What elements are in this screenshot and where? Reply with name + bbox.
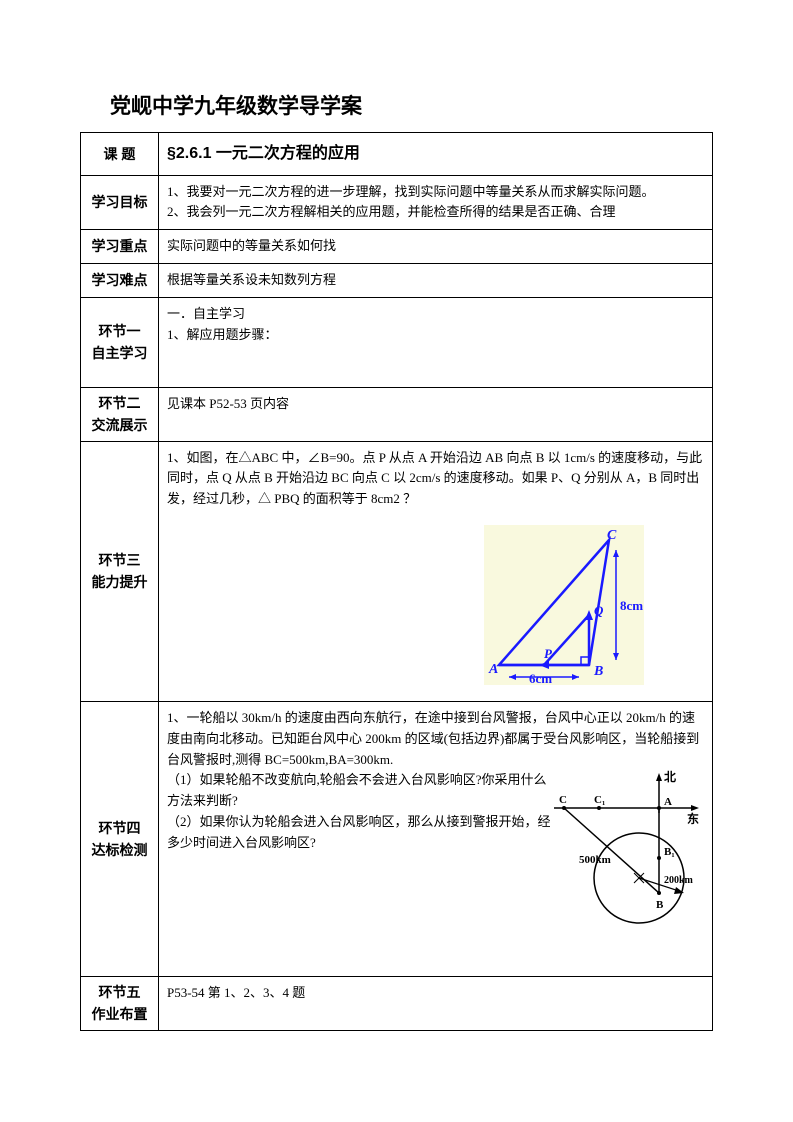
- topic-content: §2.6.1 一元二次方程的应用: [159, 133, 713, 176]
- section5-row: 环节五 作业布置 P53-54 第 1、2、3、4 题: [81, 976, 713, 1030]
- section4-line2: （1）如果轮船不改变航向,轮船会不会进入台风影响区?你采用什么方法来判断?: [167, 770, 557, 812]
- label-C2: C: [559, 794, 567, 806]
- keypoint-label: 学习重点: [81, 230, 159, 264]
- section3-label1: 环节三: [87, 549, 152, 571]
- difficulty-row: 学习难点 根据等量关系设未知数列方程: [81, 263, 713, 297]
- label-B2: B: [656, 899, 664, 911]
- section2-row: 环节二 交流展示 见课本 P52-53 页内容: [81, 387, 713, 441]
- objectives-row: 学习目标 1、我要对一元二次方程的进一步理解，找到实际问题中等量关系从而求解实际…: [81, 175, 713, 230]
- section4-label2: 达标检测: [87, 839, 152, 861]
- label-north: 北: [664, 769, 676, 784]
- section4-line1: 1、一轮船以 30km/h 的速度由西向东航行，在途中接到台风警报，台风中心正以…: [167, 708, 704, 770]
- section1-label1: 环节一: [87, 320, 152, 342]
- keypoint-row: 学习重点 实际问题中的等量关系如何找: [81, 230, 713, 264]
- section5-label1: 环节五: [87, 981, 152, 1003]
- triangle-diagram: A B C P Q 6cm 8cm: [484, 525, 644, 685]
- section5-label2: 作业布置: [87, 1003, 152, 1025]
- topic-label: 课 题: [81, 133, 159, 176]
- label-Q: Q: [594, 603, 604, 618]
- section3-label: 环节三 能力提升: [81, 441, 159, 701]
- objectives-label: 学习目标: [81, 175, 159, 230]
- section4-row: 环节四 达标检测 1、一轮船以 30km/h 的速度由西向东航行，在途中接到台风…: [81, 701, 713, 976]
- section4-content: 1、一轮船以 30km/h 的速度由西向东航行，在途中接到台风警报，台风中心正以…: [159, 701, 713, 976]
- compass-diagram: 北 东 A C C₁ B B₁: [544, 763, 704, 943]
- label-B: B: [593, 664, 603, 679]
- topic-row: 课 题 §2.6.1 一元二次方程的应用: [81, 133, 713, 176]
- difficulty-content: 根据等量关系设未知数列方程: [159, 263, 713, 297]
- label-200km: 200km: [664, 875, 694, 886]
- label-C: C: [607, 528, 617, 543]
- keypoint-content: 实际问题中的等量关系如何找: [159, 230, 713, 264]
- objectives-line2: 2、我会列一元二次方程解相关的应用题，并能检查所得的结果是否正确、合理: [167, 202, 704, 223]
- section2-label: 环节二 交流展示: [81, 387, 159, 441]
- difficulty-label: 学习难点: [81, 263, 159, 297]
- page-title: 党岘中学九年级数学导学案: [110, 90, 713, 120]
- section5-label: 环节五 作业布置: [81, 976, 159, 1030]
- section1-row: 环节一 自主学习 一．自主学习 1、解应用题步骤：: [81, 297, 713, 387]
- section1-label: 环节一 自主学习: [81, 297, 159, 387]
- section3-row: 环节三 能力提升 1、如图，在△ABC 中，∠B=90。点 P 从点 A 开始沿…: [81, 441, 713, 701]
- section1-line1: 一．自主学习: [167, 304, 704, 325]
- section4-line3: （2）如果你认为轮船会进入台风影响区，那么从接到警报开始，经多少时间进入台风影响…: [167, 812, 557, 854]
- section2-content: 见课本 P52-53 页内容: [159, 387, 713, 441]
- label-500km: 500km: [579, 854, 611, 866]
- section1-line2: 1、解应用题步骤：: [167, 325, 704, 346]
- label-A2: A: [664, 796, 672, 808]
- section3-text: 1、如图，在△ABC 中，∠B=90。点 P 从点 A 开始沿边 AB 向点 B…: [167, 448, 704, 510]
- objectives-content: 1、我要对一元二次方程的进一步理解，找到实际问题中等量关系从而求解实际问题。 2…: [159, 175, 713, 230]
- objectives-line1: 1、我要对一元二次方程的进一步理解，找到实际问题中等量关系从而求解实际问题。: [167, 182, 704, 203]
- label-6cm: 6cm: [529, 671, 552, 685]
- label-8cm: 8cm: [620, 598, 643, 613]
- section4-label: 环节四 达标检测: [81, 701, 159, 976]
- label-A: A: [488, 662, 498, 677]
- label-east: 东: [687, 811, 699, 826]
- section2-label1: 环节二: [87, 392, 152, 414]
- section3-content: 1、如图，在△ABC 中，∠B=90。点 P 从点 A 开始沿边 AB 向点 B…: [159, 441, 713, 701]
- label-C1: C₁: [594, 794, 605, 806]
- section4-label1: 环节四: [87, 817, 152, 839]
- section2-label2: 交流展示: [87, 414, 152, 436]
- worksheet-table: 课 题 §2.6.1 一元二次方程的应用 学习目标 1、我要对一元二次方程的进一…: [80, 132, 713, 1031]
- section1-content: 一．自主学习 1、解应用题步骤：: [159, 297, 713, 387]
- section1-label2: 自主学习: [87, 342, 152, 364]
- section5-content: P53-54 第 1、2、3、4 题: [159, 976, 713, 1030]
- section3-label2: 能力提升: [87, 571, 152, 593]
- label-P: P: [544, 646, 553, 661]
